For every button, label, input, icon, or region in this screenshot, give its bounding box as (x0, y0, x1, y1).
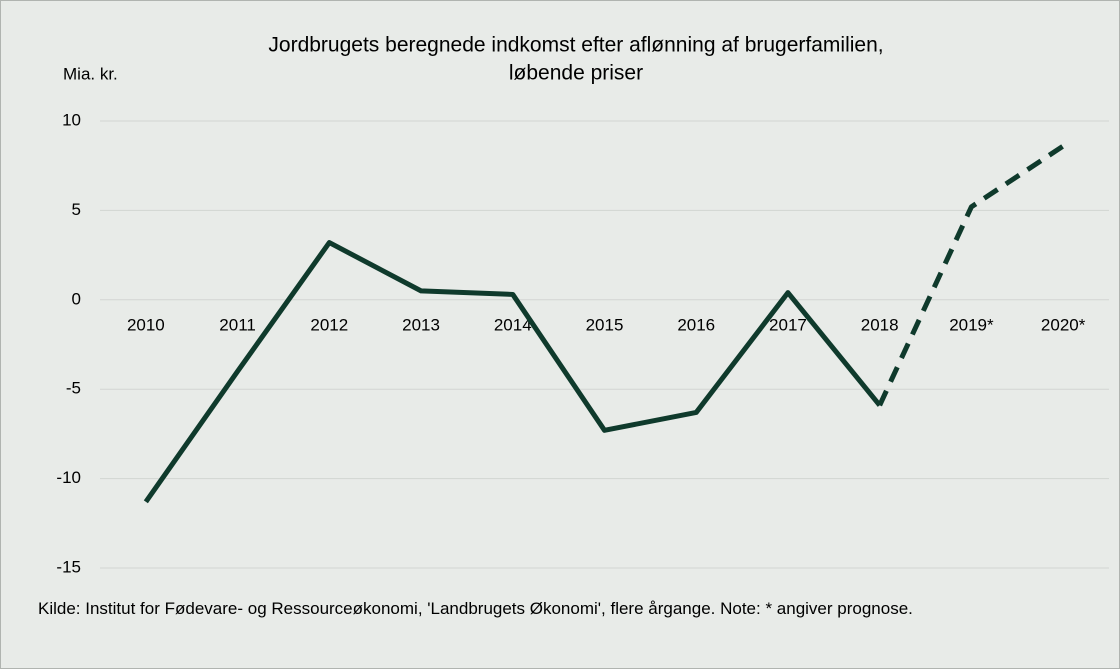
y-tick-label: -15 (56, 557, 81, 576)
y-tick-label: 10 (62, 110, 81, 129)
y-tick-label: 5 (72, 200, 81, 219)
line-series (877, 143, 1065, 407)
y-tick-label: -5 (66, 379, 81, 398)
x-tick-label: 2017 (769, 315, 807, 334)
x-tick-label: 2012 (310, 315, 348, 334)
x-tick-label: 2013 (402, 315, 440, 334)
chart-title: Jordbrugets beregnede indkomst efter afl… (268, 34, 883, 57)
x-tick-label: 2015 (586, 315, 624, 334)
x-tick-label: 2016 (677, 315, 715, 334)
source-note: Kilde: Institut for Fødevare- og Ressour… (38, 599, 913, 618)
x-tick-label: 2020* (1041, 315, 1086, 334)
x-tick-label: 2018 (861, 315, 899, 334)
y-tick-label: 0 (72, 289, 81, 308)
chart-title: løbende priser (509, 62, 643, 85)
line-series (143, 240, 882, 504)
y-axis-label: Mia. kr. (63, 64, 118, 83)
chart: Jordbrugets beregnede indkomst efter afl… (56, 34, 1109, 576)
x-tick-label: 2019* (949, 315, 994, 334)
x-tick-label: 2011 (219, 315, 256, 334)
x-tick-label: 2014 (494, 315, 532, 334)
y-tick-label: -10 (56, 468, 81, 487)
x-tick-label: 2010 (127, 315, 165, 334)
